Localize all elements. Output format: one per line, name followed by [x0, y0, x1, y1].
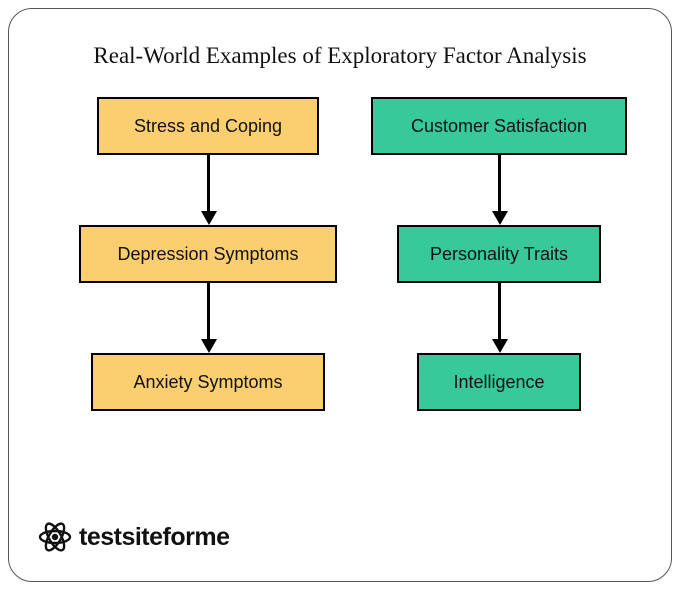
brand-logo-text: testsiteforme — [79, 523, 230, 552]
flowchart-node-label: Personality Traits — [430, 244, 568, 265]
flowchart-arrow — [207, 283, 209, 353]
flowchart-node-label: Stress and Coping — [134, 116, 282, 137]
flowchart-node-intel: Intelligence — [417, 353, 581, 411]
flowchart-node-label: Customer Satisfaction — [411, 116, 587, 137]
page-title: Real-World Examples of Exploratory Facto… — [9, 43, 671, 69]
flowchart-node-personality: Personality Traits — [397, 225, 601, 283]
brand-logo: testsiteforme — [37, 519, 230, 555]
flowchart-node-label: Depression Symptoms — [117, 244, 298, 265]
flowchart-arrow — [498, 155, 500, 225]
flowchart-arrow — [207, 155, 209, 225]
flowchart-node-label: Intelligence — [453, 372, 544, 393]
diagram-card: Real-World Examples of Exploratory Facto… — [8, 8, 672, 582]
flowchart-node-stress: Stress and Coping — [97, 97, 319, 155]
flowchart-node-anxiety: Anxiety Symptoms — [91, 353, 325, 411]
flowchart-arrow — [498, 283, 500, 353]
flowchart-node-depression: Depression Symptoms — [79, 225, 337, 283]
atom-icon — [37, 519, 73, 555]
flowchart-node-customer: Customer Satisfaction — [371, 97, 627, 155]
flowchart-node-label: Anxiety Symptoms — [133, 372, 282, 393]
